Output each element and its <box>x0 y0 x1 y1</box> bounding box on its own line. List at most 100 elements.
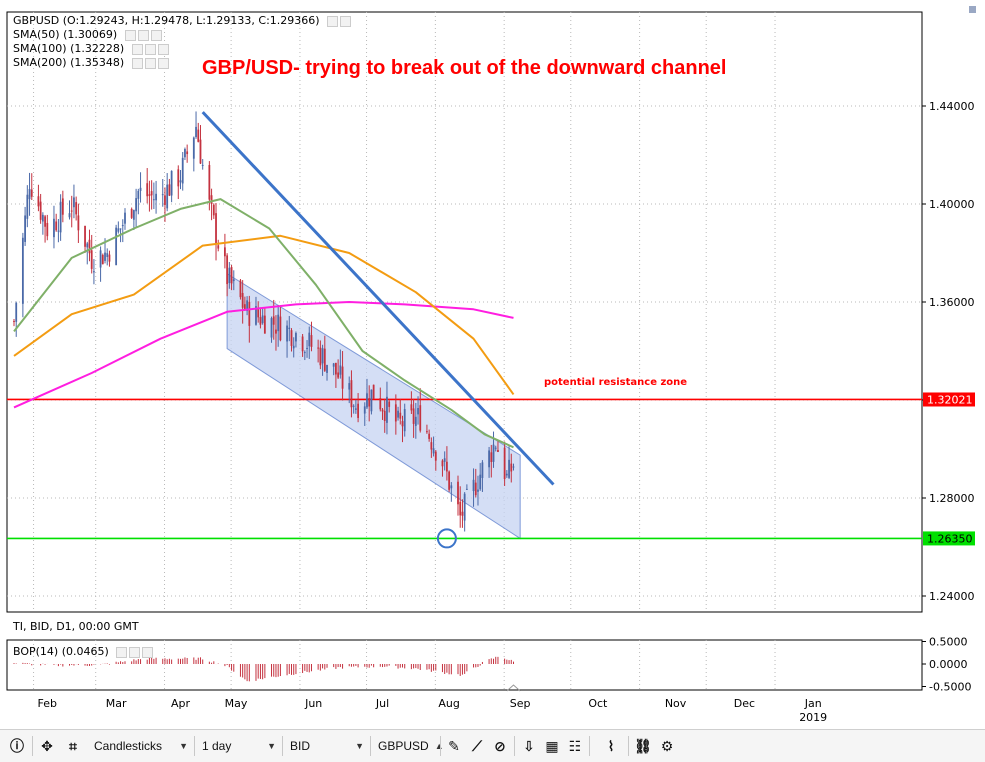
x-tick-label: Oct <box>588 697 608 710</box>
candle-body <box>135 198 137 212</box>
candle-body <box>426 431 428 433</box>
candle-body <box>317 347 320 349</box>
candle-body <box>155 193 157 201</box>
chart-type-select[interactable]: Candlesticks ▼ <box>90 734 192 758</box>
legend-buttons[interactable] <box>116 646 155 659</box>
legend-buttons[interactable] <box>327 15 353 28</box>
link-icon[interactable]: ⛓ <box>634 737 652 754</box>
resistance-level-tag <box>923 392 975 407</box>
candle-body <box>410 404 413 411</box>
candle-body <box>164 195 166 205</box>
candle-body <box>226 255 229 285</box>
downtrend-line[interactable] <box>201 111 555 486</box>
candle-body <box>379 398 382 410</box>
legend-buttons[interactable] <box>124 29 164 42</box>
candle-body <box>170 170 173 196</box>
y-tick-label: 1.36000 <box>929 296 975 309</box>
sma200-line[interactable] <box>13 301 514 409</box>
candle-body <box>28 189 31 200</box>
candle-body <box>481 462 484 478</box>
candle-body <box>57 230 60 232</box>
y-tick-label: 1.40000 <box>929 198 975 211</box>
candle-body <box>41 214 44 222</box>
bop-tick-label: 0.5000 <box>929 636 968 649</box>
chart-info-label: TI, BID, D1, 00:00 GMT <box>13 620 139 633</box>
period-select[interactable]: 1 day ▼ <box>198 734 280 758</box>
caret-up-icon: ▲ <box>435 741 444 751</box>
candle-body <box>428 433 431 439</box>
templates-icon[interactable]: ☷ <box>568 737 582 754</box>
symbol-ohlc-text: GBPUSD (O:1.29243, H:1.29478, L:1.29133,… <box>13 14 320 27</box>
draw-tools-icon[interactable]: ⟋ <box>472 737 482 754</box>
candle-body <box>241 292 244 308</box>
candle-body <box>86 243 89 248</box>
candle-body <box>130 208 133 218</box>
sma100-line[interactable] <box>13 234 515 395</box>
candle-body <box>93 271 95 273</box>
scroll-marker-icon[interactable] <box>506 684 521 692</box>
candle-body <box>279 316 282 341</box>
candle-body <box>308 332 311 347</box>
chart-type-value: Candlesticks <box>94 739 163 753</box>
sma50-line[interactable] <box>13 198 514 449</box>
candle-body <box>326 364 328 373</box>
crosshair-icon[interactable]: ✥ <box>41 737 53 754</box>
candle-body <box>443 458 446 462</box>
candle-body <box>448 471 451 490</box>
candle-body <box>368 398 371 407</box>
legend-buttons[interactable] <box>131 57 171 70</box>
candle-body <box>446 461 448 472</box>
candle-body <box>474 482 477 496</box>
candle-body <box>363 406 366 414</box>
sma200-text: SMA(200) (1.35348) <box>13 56 125 69</box>
candle-body <box>39 201 42 220</box>
x-tick-label: Aug <box>438 697 459 710</box>
candle-body <box>15 302 18 322</box>
x-tick-label: May <box>225 697 248 710</box>
symbol-select[interactable]: GBPUSD ▲ <box>374 734 444 758</box>
candle-body <box>465 488 468 490</box>
caret-down-icon: ▼ <box>355 741 364 751</box>
candle-body <box>68 213 71 218</box>
candle-body <box>505 473 508 476</box>
line-study-icon[interactable]: ⌇ <box>607 737 615 754</box>
candle-body <box>239 280 242 298</box>
candle-body <box>432 448 435 454</box>
indicators-icon[interactable]: ⇩ <box>523 737 535 754</box>
candle-body <box>497 449 499 452</box>
candle-body <box>272 316 275 325</box>
settings-gear-icon[interactable]: ⚙ <box>660 737 674 754</box>
candle-body <box>335 362 337 375</box>
info-icon[interactable]: ⓘ <box>10 738 24 754</box>
crop-icon[interactable]: ⌗ <box>69 737 77 754</box>
candle-body <box>352 405 355 407</box>
candle-body <box>301 336 304 352</box>
price-chart[interactable]: 1.440001.400001.360001.320001.280001.240… <box>0 0 985 729</box>
x-year-label: 2019 <box>799 711 827 724</box>
candle-body <box>24 215 26 242</box>
candle-body <box>108 254 111 262</box>
window-control-icon[interactable] <box>969 6 976 13</box>
candle-body <box>477 489 479 492</box>
resistance-level-label: 1.32021 <box>927 393 973 406</box>
candle-body <box>248 301 251 326</box>
candle-body <box>168 184 171 196</box>
bop-text: BOP(14) (0.0465) <box>13 645 109 658</box>
price-type-select[interactable]: BID ▼ <box>286 734 368 758</box>
candle-body <box>90 250 93 269</box>
candle-body <box>412 408 415 424</box>
candle-body <box>388 401 391 407</box>
support-marker-circle <box>436 528 457 549</box>
candle-body <box>383 410 386 421</box>
hide-drawings-icon[interactable]: ⊘ <box>494 737 506 754</box>
x-tick-label: Jun <box>304 697 322 710</box>
candle-body <box>55 221 58 231</box>
layout-icon[interactable]: ▦ <box>545 737 559 754</box>
sma50-legend: SMA(50) (1.30069) <box>13 28 164 42</box>
candle-body <box>44 216 46 227</box>
pen-icon[interactable]: ✎ <box>448 737 460 754</box>
caret-down-icon: ▼ <box>179 741 188 751</box>
legend-buttons[interactable] <box>131 43 171 56</box>
candle-body <box>210 195 213 204</box>
